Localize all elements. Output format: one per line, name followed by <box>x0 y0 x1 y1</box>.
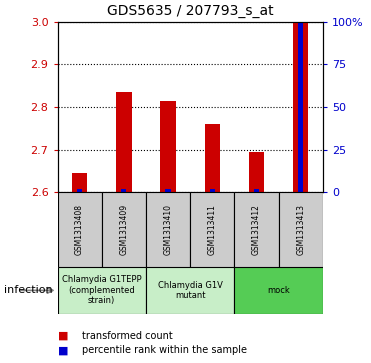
Bar <box>146 192 190 267</box>
Bar <box>58 192 102 267</box>
Text: GSM1313409: GSM1313409 <box>119 204 128 255</box>
Bar <box>293 22 308 192</box>
Text: mock: mock <box>267 286 290 295</box>
Title: GDS5635 / 207793_s_at: GDS5635 / 207793_s_at <box>107 4 273 18</box>
Bar <box>210 189 215 192</box>
Text: infection: infection <box>4 285 52 295</box>
Bar <box>234 267 323 314</box>
Bar <box>190 192 234 267</box>
Bar <box>204 124 220 192</box>
Text: GSM1313413: GSM1313413 <box>296 204 305 255</box>
Bar <box>77 189 82 192</box>
Bar <box>116 92 132 192</box>
Bar <box>146 267 234 314</box>
Bar <box>102 192 146 267</box>
Text: GSM1313408: GSM1313408 <box>75 204 84 255</box>
Bar <box>249 152 264 192</box>
Bar <box>58 267 146 314</box>
Bar <box>165 189 171 192</box>
Bar <box>160 101 176 192</box>
Text: GSM1313410: GSM1313410 <box>164 204 173 255</box>
Bar <box>121 189 127 192</box>
Bar <box>234 192 279 267</box>
Text: Chlamydia G1V
mutant: Chlamydia G1V mutant <box>158 281 223 300</box>
Text: transformed count: transformed count <box>82 331 173 341</box>
Text: ■: ■ <box>58 345 68 355</box>
Text: Chlamydia G1TEPP
(complemented
strain): Chlamydia G1TEPP (complemented strain) <box>62 276 141 305</box>
Bar <box>254 189 259 192</box>
Text: GSM1313411: GSM1313411 <box>208 204 217 255</box>
Bar <box>298 24 303 192</box>
Text: percentile rank within the sample: percentile rank within the sample <box>82 345 247 355</box>
Text: GSM1313412: GSM1313412 <box>252 204 261 255</box>
Text: ■: ■ <box>58 331 68 341</box>
Bar <box>72 173 87 192</box>
Bar <box>279 192 323 267</box>
